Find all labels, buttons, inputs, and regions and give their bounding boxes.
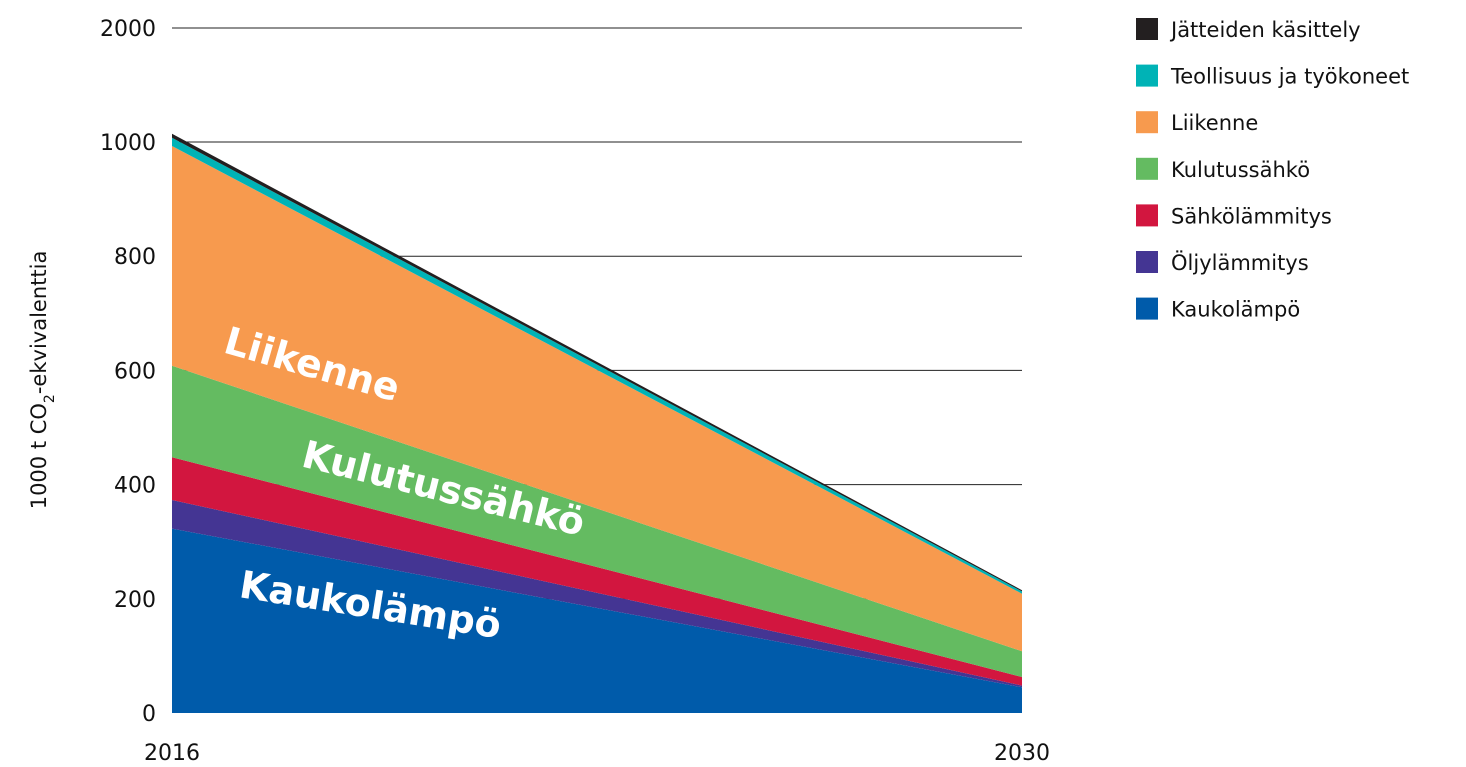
area-kaukolampo bbox=[172, 528, 1022, 713]
area-series bbox=[172, 133, 1022, 713]
legend-label-teollisuus-ja-tyokoneet: Teollisuus ja työkoneet bbox=[1170, 65, 1409, 89]
legend-swatch-kaukolampo bbox=[1136, 297, 1158, 320]
y-tick-label: 600 bbox=[114, 359, 156, 384]
y-axis-title-main: 1000 t CO bbox=[27, 403, 51, 509]
y-tick-label: 0 bbox=[142, 702, 156, 727]
area-kulutussahko bbox=[172, 365, 1022, 677]
legend-label-jatteiden-kasittely: Jätteiden käsittely bbox=[1169, 18, 1361, 42]
x-axis-ticks: 2016 2030 bbox=[144, 741, 1050, 766]
y-axis-title-subscript: 2 bbox=[42, 394, 58, 403]
legend-swatch-liikenne bbox=[1136, 111, 1158, 134]
x-tick-label: 2016 bbox=[144, 741, 200, 766]
y-tick-label: 400 bbox=[114, 474, 156, 499]
legend-swatch-sahkolammitys bbox=[1136, 204, 1158, 227]
legend-label-kulutussahko: Kulutussähkö bbox=[1171, 158, 1310, 182]
legend-label-kaukolampo: Kaukolämpö bbox=[1171, 298, 1300, 322]
area-liikenne bbox=[172, 146, 1022, 652]
y-axis-title-rest: -ekvivalenttia bbox=[27, 251, 51, 394]
y-axis-ticks: 0 200 400 600 800 1000 2000 bbox=[100, 17, 156, 727]
legend-swatch-kulutussahko bbox=[1136, 157, 1158, 180]
legend-label-liikenne: Liikenne bbox=[1171, 111, 1258, 135]
legend-swatch-teollisuus-ja-tyokoneet bbox=[1136, 64, 1158, 87]
y-tick-label: 2000 bbox=[100, 17, 156, 42]
legend-swatch-oljylammitys bbox=[1136, 251, 1158, 273]
x-tick-label: 2030 bbox=[994, 741, 1050, 766]
area-teollisuus-ja-tyokoneet bbox=[172, 137, 1022, 594]
y-tick-label: 200 bbox=[114, 588, 156, 613]
y-tick-label: 800 bbox=[114, 245, 156, 270]
y-tick-label: 1000 bbox=[100, 131, 156, 156]
legend: Jätteiden käsittely Teollisuus ja työkone… bbox=[1136, 18, 1409, 322]
area-oljylammitys bbox=[172, 500, 1022, 688]
legend-label-sahkolammitys: Sähkölämmitys bbox=[1171, 204, 1332, 228]
legend-swatch-jatteiden-kasittely bbox=[1136, 18, 1158, 40]
area-sahkolammitys bbox=[172, 457, 1022, 686]
y-axis-title: 1000 t CO2-ekvivalenttia bbox=[27, 251, 58, 510]
area-jatteiden-kasittely bbox=[172, 133, 1022, 592]
legend-label-oljylammitys: Öljylämmitys bbox=[1171, 250, 1309, 275]
